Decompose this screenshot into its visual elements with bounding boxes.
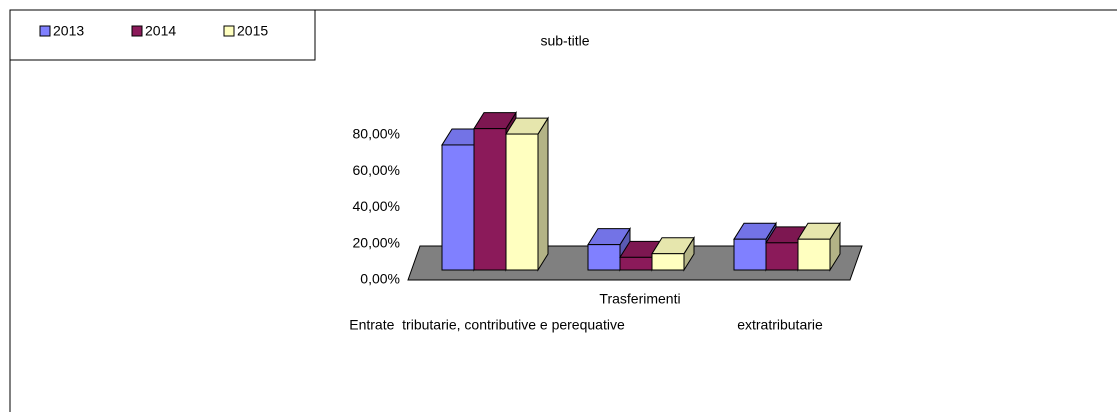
bar: [765, 242, 799, 271]
legend-label: 2015: [237, 23, 268, 39]
legend-label: 2014: [145, 23, 176, 39]
x-tick-label: extratributarie: [737, 317, 823, 333]
x-tick-label: Trasferimenti: [599, 291, 680, 307]
bar: [619, 256, 653, 271]
bar-side: [537, 116, 549, 272]
y-tick-label: 20,00%: [353, 234, 400, 250]
bar: [505, 133, 539, 271]
legend-box: [9, 9, 316, 61]
bar: [651, 253, 685, 271]
legend-swatch: [223, 25, 235, 37]
bar: [473, 128, 507, 271]
legend-swatch: [131, 25, 143, 37]
y-tick-label: 80,00%: [353, 126, 400, 142]
legend-label: 2013: [53, 23, 84, 39]
bar: [797, 238, 831, 271]
bar: [441, 144, 475, 271]
y-tick-label: 60,00%: [353, 162, 400, 178]
chart-title: sub-title: [540, 33, 589, 49]
legend-swatch: [39, 25, 51, 37]
y-tick-label: 0,00%: [360, 271, 400, 287]
bar: [587, 244, 621, 271]
y-tick-label: 40,00%: [353, 198, 400, 214]
x-tick-label: Entrate tributarie, contributive e pereq…: [349, 317, 625, 333]
bar: [733, 238, 767, 271]
